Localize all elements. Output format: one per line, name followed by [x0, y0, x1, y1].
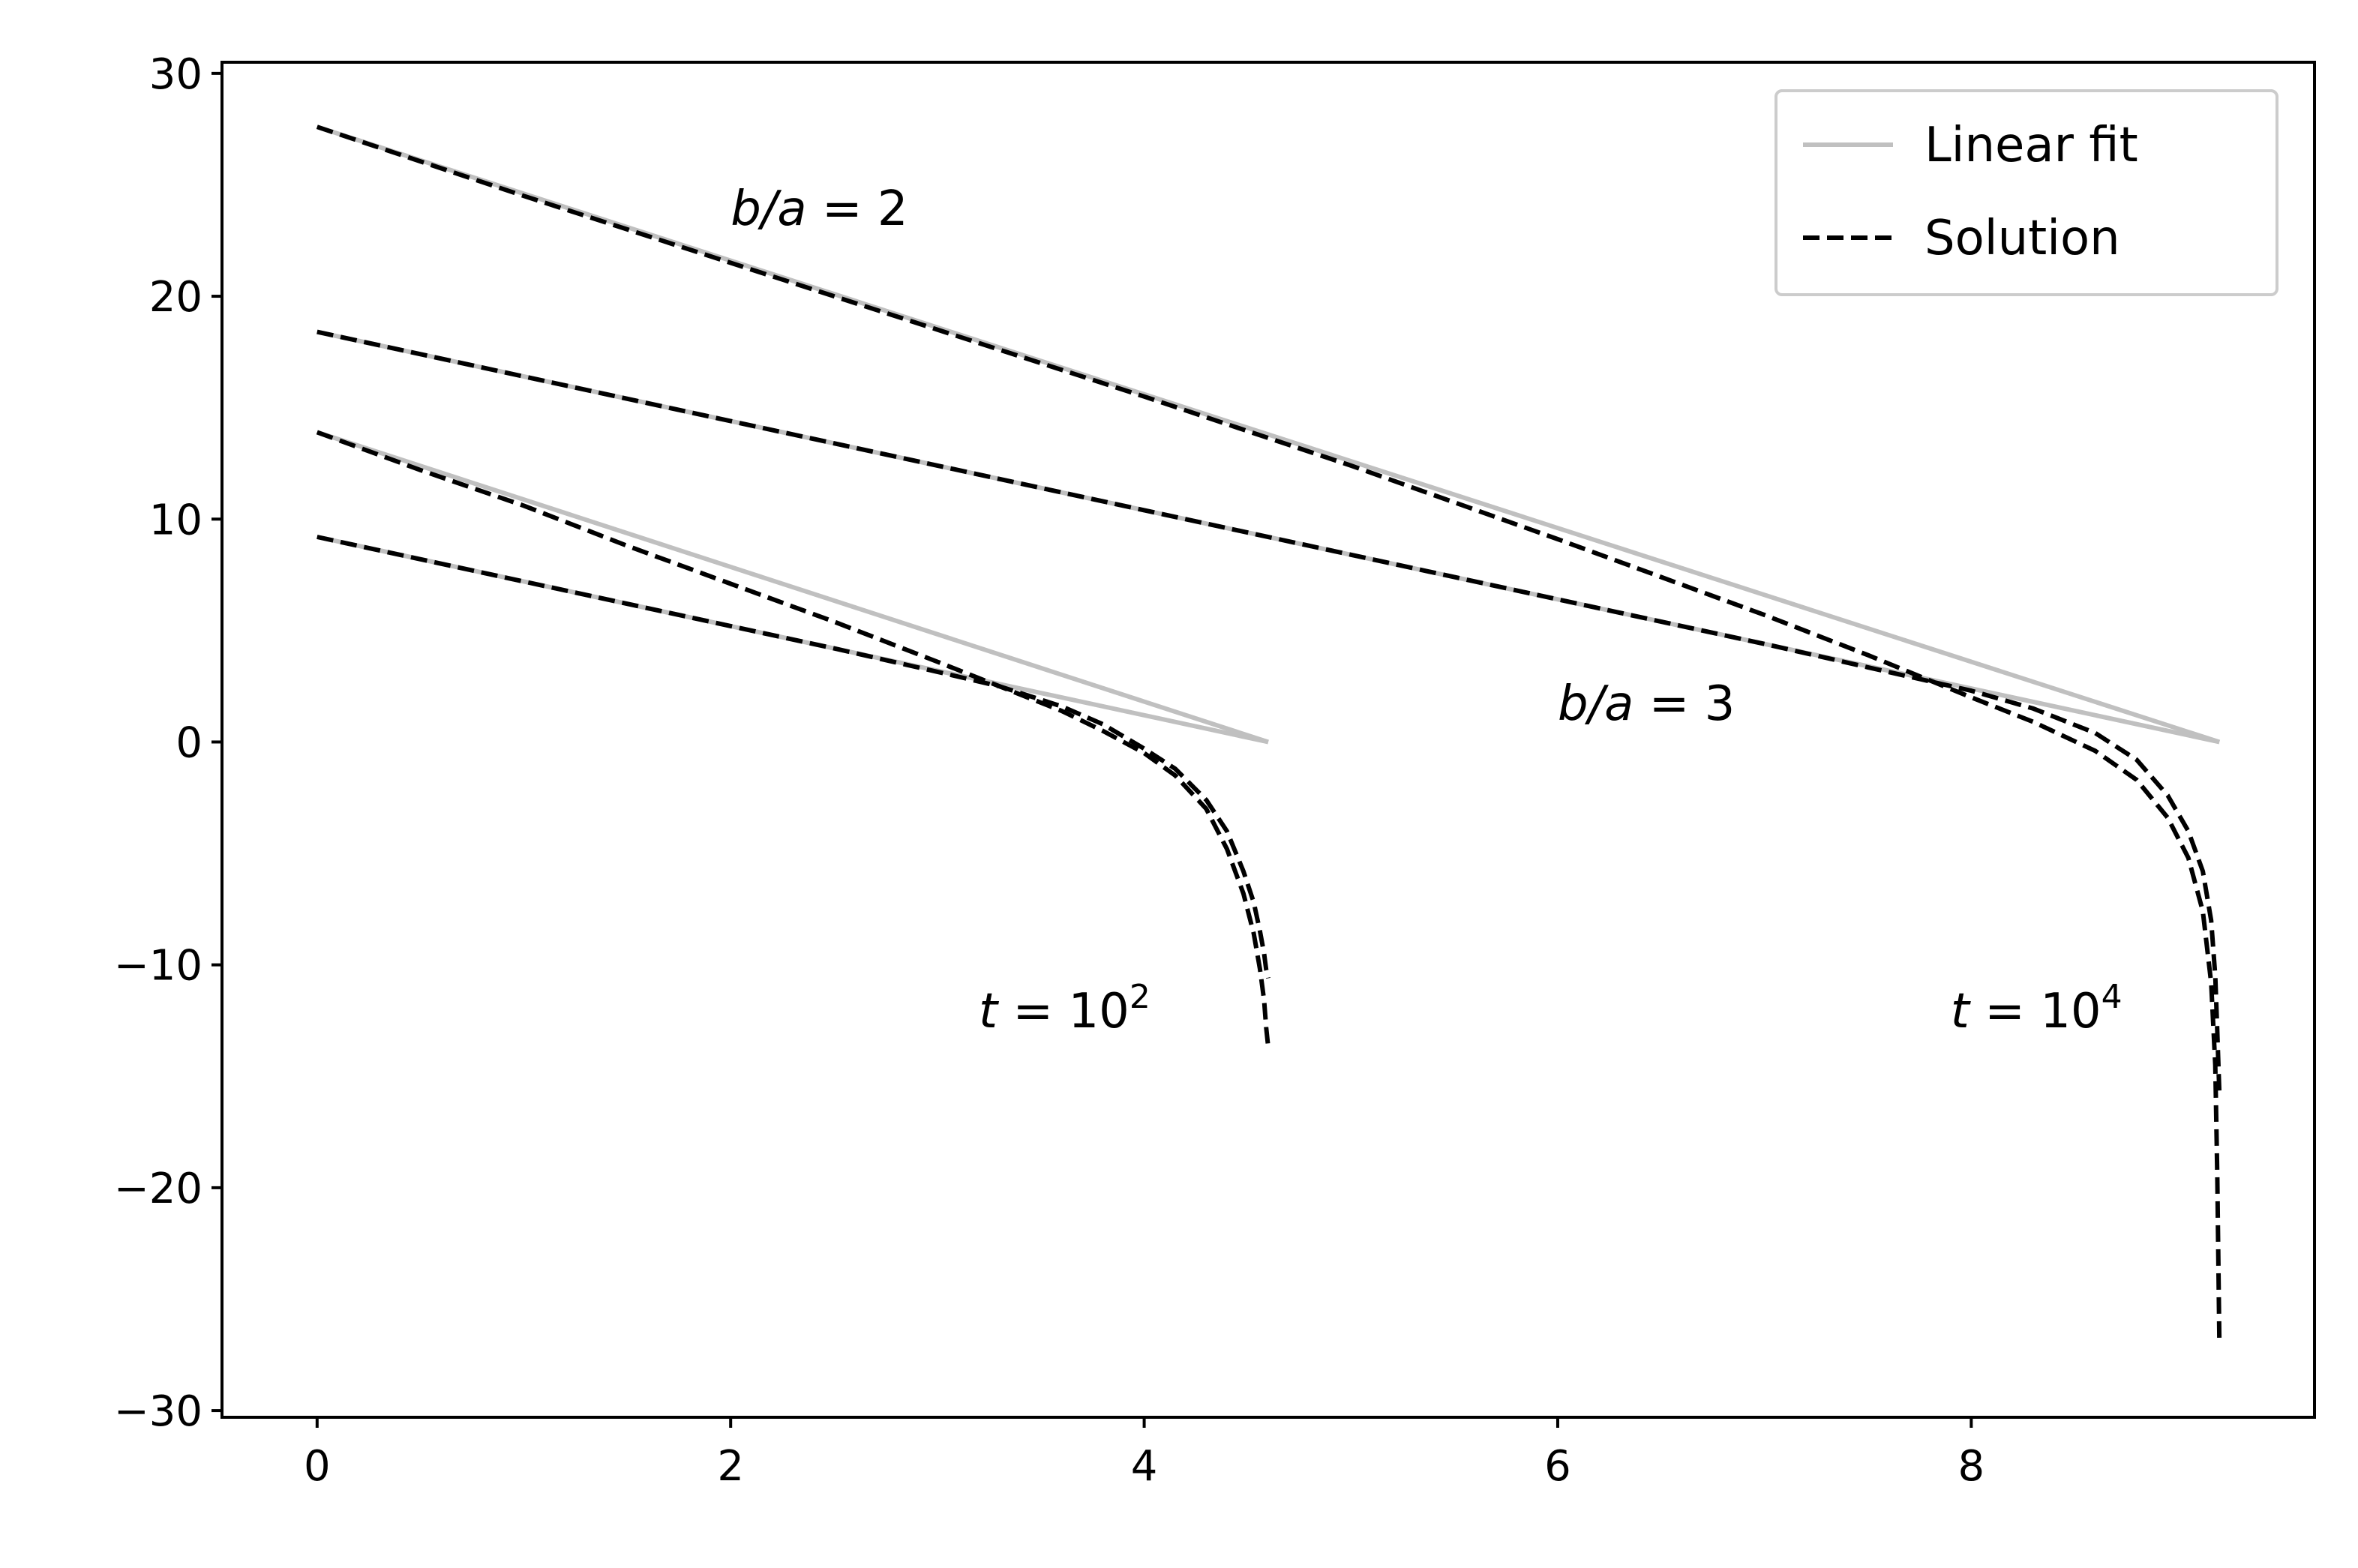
annotation-value: 2 [878, 181, 908, 237]
solution-line [316, 329, 2222, 1095]
annotation-label: t = 102 [979, 978, 1150, 1039]
legend-label: Solution [1924, 211, 2120, 266]
y-tick-label: 0 [176, 718, 202, 767]
linear-fit-line [316, 124, 2221, 745]
x-tick-label: 8 [1958, 1442, 1985, 1491]
y-axis-ticks: −30 −20 −10 0 10 20 30 [114, 50, 222, 1436]
legend-box [1774, 89, 2278, 296]
y-tick-label: −30 [114, 1387, 202, 1436]
annotation-equals: = [1634, 676, 1704, 732]
x-tick-label: 0 [304, 1442, 331, 1491]
annotation-equals: = [998, 984, 1068, 1039]
solution-line [316, 430, 1270, 1048]
axes-frame [220, 61, 2316, 1419]
annotation-equals: = [1970, 984, 2040, 1039]
y-tick-label: 10 [149, 496, 202, 544]
annotation-label: b/a = 3 [1558, 676, 1735, 732]
annotation-exponent: 2 [1130, 978, 1150, 1016]
annotation-value: 10 [2040, 984, 2101, 1039]
annotation-label: b/a = 2 [730, 181, 908, 237]
annotation-value: 10 [1068, 984, 1129, 1039]
annotation-value: 3 [1705, 676, 1736, 732]
annotation-variable: t [979, 984, 1000, 1039]
legend-label: Linear fit [1924, 118, 2138, 173]
x-tick-label: 2 [717, 1442, 744, 1491]
y-tick-label: −20 [114, 1165, 202, 1213]
x-axis-ticks: 0 2 4 6 8 [304, 1417, 1984, 1491]
annotation-exponent: 4 [2102, 978, 2122, 1016]
x-tick-label: 4 [1131, 1442, 1158, 1491]
y-tick-label: 20 [149, 273, 202, 322]
linear-fit-line [316, 430, 1269, 745]
annotations: b/a = 2b/a = 3t = 102 t = 104 [730, 181, 2122, 1039]
annotation-label: t = 104 [1951, 978, 2122, 1039]
y-tick-label: −10 [114, 942, 202, 991]
solution-line [316, 124, 2222, 1344]
annotation-variable: b/a [1558, 676, 1634, 732]
annotation-variable: t [1951, 984, 1972, 1039]
annotation-variable: b/a [730, 181, 806, 237]
annotation-equals: = [807, 181, 878, 237]
x-tick-label: 6 [1544, 1442, 1571, 1491]
y-tick-label: 30 [149, 50, 202, 99]
plot-lines [316, 124, 2222, 1344]
legend: Linear fit Solution [1774, 89, 2278, 296]
